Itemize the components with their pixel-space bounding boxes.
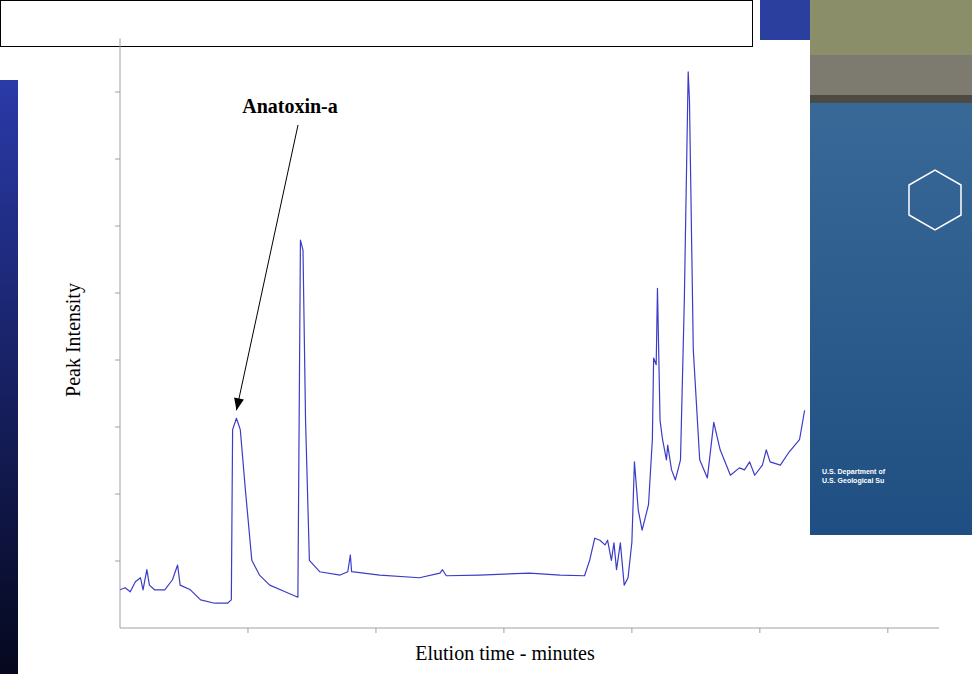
panel-corner — [810, 535, 972, 674]
y-tick — [115, 427, 120, 428]
x-tick — [247, 628, 248, 633]
slide-stripe — [0, 80, 18, 674]
plot-area — [120, 72, 805, 603]
y-tick — [115, 494, 120, 495]
x-tick — [887, 628, 888, 633]
y-axis — [120, 38, 121, 628]
slide: U.S. Department ofU.S. Geological Su Elut… — [0, 0, 972, 674]
y-tick — [115, 159, 120, 160]
chart-panel — [18, 40, 810, 674]
x-tick — [503, 628, 504, 633]
annotation-arrowhead — [234, 398, 244, 411]
x-tick — [759, 628, 760, 633]
y-tick — [115, 92, 120, 93]
photo-caption: U.S. Geological Su — [822, 477, 884, 485]
photo-shore — [810, 95, 972, 103]
trace — [120, 72, 805, 603]
photo-hexagon — [909, 170, 961, 230]
y-tick — [115, 360, 120, 361]
annotation-arrow — [236, 125, 298, 410]
photo-rocks — [810, 55, 972, 100]
y-tick — [115, 293, 120, 294]
x-axis-title: Elution time - minutes — [415, 642, 595, 664]
y-tick — [115, 226, 120, 227]
photo-caption: U.S. Department of — [822, 468, 886, 476]
y-axis-title: Peak Intensity — [62, 283, 85, 397]
annotation: Anatoxin-a — [242, 95, 338, 117]
photo-trees — [810, 0, 972, 60]
title-box — [1, 1, 753, 47]
x-tick — [631, 628, 632, 633]
photo-water — [810, 0, 972, 535]
cover-photo: U.S. Department ofU.S. Geological Su — [810, 0, 972, 535]
x-axis — [120, 628, 939, 629]
y-tick — [115, 561, 120, 562]
x-tick — [375, 628, 376, 633]
